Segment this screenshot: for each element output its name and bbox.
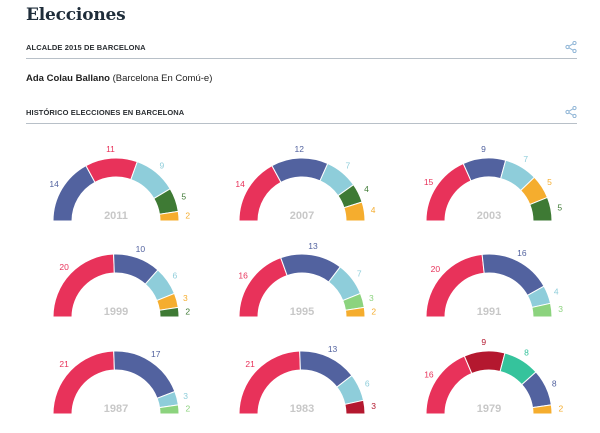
seat-arc [462, 157, 507, 182]
seat-label: 9 [481, 144, 486, 154]
share-icon[interactable] [565, 41, 577, 53]
seat-arc [343, 201, 366, 222]
mayor-line: Ada Colau Ballano (Barcelona En Comú-e) [26, 73, 212, 84]
seat-label: 6 [173, 271, 178, 281]
section-label-history: HISTÓRICO ELECCIONES EN BARCELONA [26, 108, 185, 117]
seat-label: 3 [558, 304, 563, 314]
seat-label: 4 [371, 205, 376, 215]
section-header-history: HISTÓRICO ELECCIONES EN BARCELONA [26, 104, 577, 124]
seat-chart: 21 17 3 2 1987 [52, 349, 190, 415]
seat-arc [113, 350, 176, 399]
chart-year-label: 1983 [290, 403, 314, 415]
seat-arc [481, 253, 545, 297]
seat-arc [531, 302, 553, 318]
seat-chart: 21 13 6 3 1983 [238, 344, 376, 415]
seat-label: 20 [431, 264, 441, 274]
seat-label: 10 [136, 244, 146, 254]
seat-label: 13 [308, 241, 318, 251]
seat-arc [425, 355, 473, 415]
section-header-mayor: ALCALDE 2015 DE BARCELONA [26, 39, 577, 59]
chart-year-label: 2003 [477, 210, 501, 222]
seat-arc [158, 210, 180, 222]
seat-chart: 20 16 4 3 1991 [425, 248, 563, 318]
seat-label: 2 [185, 404, 190, 414]
mayor-name: Ada Colau Ballano [26, 73, 110, 84]
seat-label: 16 [517, 248, 527, 258]
chart-year-label: 2011 [104, 210, 128, 222]
seat-label: 3 [371, 401, 376, 411]
seat-label: 4 [364, 184, 369, 194]
seat-label: 7 [345, 160, 350, 170]
seat-arc [238, 164, 282, 222]
chart-year-label: 1995 [290, 306, 314, 318]
chart-year-label: 1979 [477, 403, 501, 415]
mayor-party: (Barcelona En Comú-e) [112, 73, 213, 84]
seat-arc [425, 162, 472, 222]
seat-arc [344, 399, 366, 415]
seat-arc [271, 157, 329, 184]
seat-arc [158, 306, 180, 318]
seat-label: 2 [185, 210, 190, 220]
seat-chart: 20 10 6 3 2 1999 [52, 244, 190, 318]
seat-label: 5 [547, 177, 552, 187]
seat-arc [531, 404, 553, 415]
seat-label: 2 [371, 306, 376, 316]
seat-arc [463, 350, 506, 375]
seat-label: 3 [183, 293, 188, 303]
chart-year-label: 1999 [104, 306, 128, 318]
seat-label: 21 [59, 359, 69, 369]
seat-label: 4 [554, 286, 559, 296]
section-label-mayor: ALCALDE 2015 DE BARCELONA [26, 43, 146, 52]
seat-arc [158, 404, 180, 415]
page-title: Elecciones [26, 5, 126, 25]
seat-label: 12 [295, 144, 305, 154]
seat-label: 14 [235, 179, 245, 189]
seat-arc [85, 157, 138, 184]
seat-label: 16 [424, 369, 434, 379]
seat-arc [529, 196, 553, 222]
seat-chart: 14 12 7 4 4 2007 [235, 144, 375, 222]
seat-label: 3 [183, 391, 188, 401]
seat-label: 5 [557, 202, 562, 212]
seat-label: 2 [558, 404, 563, 414]
seat-label: 14 [49, 179, 59, 189]
seat-label: 16 [238, 271, 248, 281]
seat-label: 7 [523, 154, 528, 164]
seat-arc [344, 306, 366, 318]
seat-label: 3 [369, 293, 374, 303]
seat-arc [238, 257, 288, 318]
seat-label: 13 [328, 344, 338, 354]
seat-label: 7 [357, 268, 362, 278]
seat-chart: 14 11 9 5 2 2011 [49, 144, 190, 222]
chart-year-label: 2007 [290, 210, 314, 222]
seat-label: 6 [365, 378, 370, 388]
seat-chart: 15 9 7 5 5 2003 [424, 144, 562, 222]
seat-chart: 16 9 8 8 2 1979 [424, 337, 563, 415]
chart-year-label: 1991 [477, 306, 501, 318]
seat-label: 2 [185, 306, 190, 316]
seat-label: 15 [424, 177, 434, 187]
seat-label: 20 [59, 262, 69, 272]
share-icon[interactable] [565, 106, 577, 118]
seat-label: 21 [245, 359, 255, 369]
seat-label: 8 [524, 348, 529, 358]
seat-arc [52, 164, 96, 222]
seat-label: 9 [159, 160, 164, 170]
seat-label: 5 [181, 192, 186, 202]
seat-chart: 16 13 7 3 2 1995 [238, 241, 376, 318]
seat-label: 11 [106, 144, 115, 154]
chart-year-label: 1987 [104, 403, 128, 415]
seat-label: 8 [552, 378, 557, 388]
seat-label: 17 [151, 349, 161, 359]
seat-label: 9 [481, 337, 486, 347]
